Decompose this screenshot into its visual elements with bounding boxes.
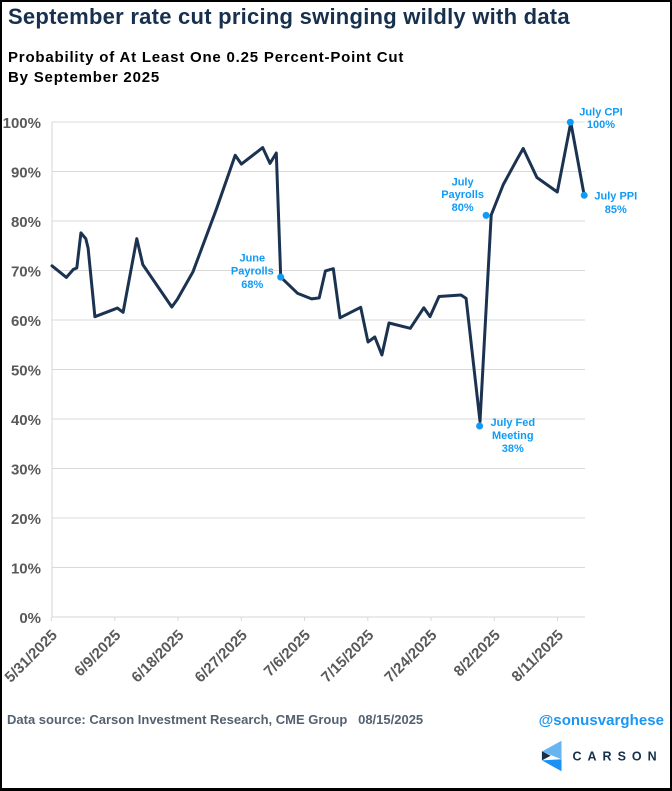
svg-text:7/6/2025: 7/6/2025 (261, 627, 314, 680)
svg-text:80%: 80% (452, 202, 474, 214)
svg-text:40%: 40% (11, 412, 41, 429)
svg-text:5/31/2025: 5/31/2025 (2, 627, 61, 686)
svg-text:July: July (452, 176, 475, 188)
svg-text:July PPI: July PPI (594, 191, 637, 203)
svg-text:85%: 85% (605, 204, 627, 216)
svg-text:90%: 90% (11, 165, 41, 182)
svg-text:6/27/2025: 6/27/2025 (192, 627, 251, 686)
svg-text:50%: 50% (11, 363, 41, 380)
svg-text:80%: 80% (11, 214, 41, 231)
svg-text:7/24/2025: 7/24/2025 (381, 627, 440, 686)
svg-text:10%: 10% (11, 561, 41, 578)
svg-text:68%: 68% (241, 279, 263, 291)
svg-text:June: June (239, 252, 265, 264)
svg-text:6/9/2025: 6/9/2025 (71, 627, 124, 680)
svg-text:30%: 30% (11, 462, 41, 479)
svg-text:CARSON: CARSON (573, 750, 663, 764)
svg-text:8/11/2025: 8/11/2025 (508, 627, 567, 686)
svg-text:July CPI: July CPI (579, 106, 622, 118)
svg-text:7/15/2025: 7/15/2025 (318, 627, 377, 686)
svg-text:0%: 0% (19, 610, 41, 627)
svg-text:Payrolls: Payrolls (441, 189, 484, 201)
svg-text:8/2/2025: 8/2/2025 (451, 627, 504, 680)
svg-text:Meeting: Meeting (492, 430, 534, 442)
svg-text:38%: 38% (502, 443, 524, 455)
svg-text:July Fed: July Fed (490, 417, 535, 429)
svg-text:100%: 100% (3, 115, 41, 132)
svg-text:70%: 70% (11, 264, 41, 281)
svg-text:20%: 20% (11, 511, 41, 528)
svg-text:Payrolls: Payrolls (231, 266, 274, 278)
svg-text:6/18/2025: 6/18/2025 (128, 627, 187, 686)
svg-text:100%: 100% (587, 119, 615, 131)
svg-text:60%: 60% (11, 313, 41, 330)
